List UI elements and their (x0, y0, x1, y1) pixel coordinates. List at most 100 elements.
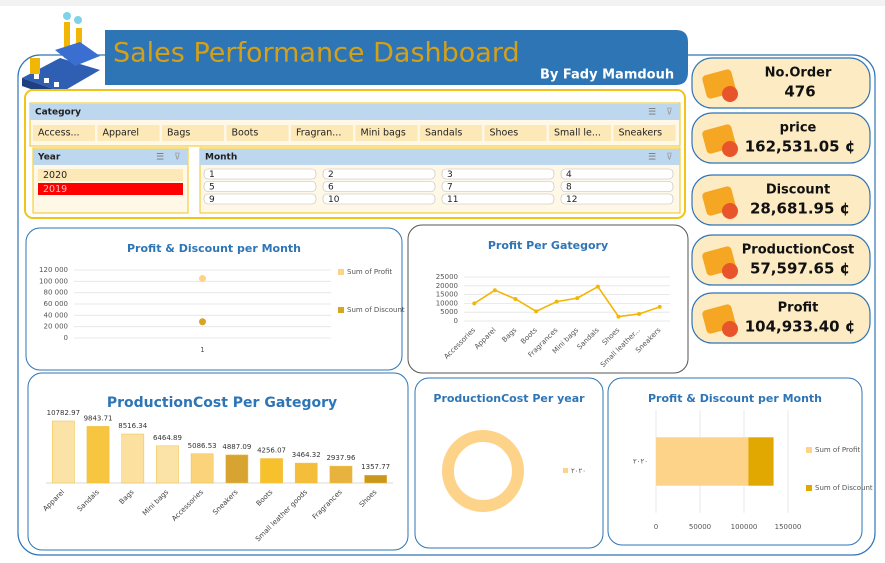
category-item-label[interactable]: Mini bags (361, 128, 406, 139)
bar (656, 437, 749, 486)
category-item-label[interactable]: Boots (232, 128, 259, 139)
category-item[interactable] (613, 125, 676, 141)
month-item-label[interactable]: 4 (566, 170, 572, 180)
y-tick-label: 0 (64, 334, 68, 342)
data-label: 1357.77 (361, 463, 390, 471)
data-label: 10782.97 (47, 409, 80, 417)
category-item-label[interactable]: Apparel (103, 128, 140, 139)
month-item-label[interactable]: 6 (328, 183, 334, 193)
category-item[interactable] (97, 125, 160, 141)
category-item[interactable] (226, 125, 289, 141)
legend-label: Sum of Profit (347, 268, 392, 276)
legend-swatch (806, 485, 812, 491)
month-item[interactable] (203, 181, 317, 192)
chart-title: Profit Per Gategory (488, 239, 608, 252)
clear-filter-icon[interactable]: ⊽ (666, 153, 673, 163)
chart-panel (407, 224, 689, 374)
chart-title: Profit & Discount per Month (127, 242, 301, 255)
multi-select-icon: ☰ (156, 153, 164, 163)
category-item-label[interactable]: Bags (167, 128, 190, 139)
category-item-label[interactable]: Shoes (490, 128, 519, 139)
slicer-title: Category (35, 108, 81, 118)
multi-select-icon: ☰ (648, 108, 656, 118)
month-item-label[interactable]: 12 (566, 195, 577, 205)
month-item[interactable] (560, 193, 674, 205)
kpi-value: 476 (784, 83, 815, 101)
y-tick-label: 15000 (436, 291, 458, 299)
category-item-label[interactable]: Access... (38, 128, 80, 139)
month-item[interactable] (322, 181, 436, 192)
month-item-label[interactable]: 9 (209, 195, 215, 205)
clear-filter-icon[interactable]: ⊽ (666, 108, 673, 118)
y-tick-label: 80 000 (44, 289, 69, 297)
month-item-label[interactable]: 3 (447, 170, 453, 180)
legend-swatch (563, 468, 568, 473)
month-item-label[interactable]: 10 (328, 195, 340, 205)
bar (156, 445, 179, 484)
kpi-icon (702, 304, 738, 337)
month-item[interactable] (441, 181, 555, 192)
month-item-label[interactable]: 5 (209, 183, 215, 193)
icon-dot (722, 263, 738, 279)
month-item[interactable] (322, 168, 436, 180)
x-tick-label: 0 (654, 523, 658, 531)
month-item[interactable] (441, 193, 555, 205)
y-tick-label: 20000 (436, 282, 458, 290)
year-item[interactable] (38, 183, 183, 195)
year-item-label[interactable]: 2020 (43, 170, 67, 181)
slicer-header (30, 104, 680, 120)
category-item-label[interactable]: Sneakers (619, 128, 663, 139)
category-item-label[interactable]: Small le... (554, 128, 601, 139)
category-item[interactable] (549, 125, 611, 141)
y-tick-label: 0 (454, 317, 458, 325)
month-item[interactable] (322, 193, 436, 205)
year-item-label[interactable]: 2019 (43, 184, 67, 195)
data-label: 8516.34 (118, 422, 147, 430)
marker (637, 311, 642, 316)
icon-dot (722, 203, 738, 219)
category-item[interactable] (420, 125, 482, 141)
category-item[interactable] (355, 125, 418, 141)
x-tick-label: 50000 (689, 523, 711, 531)
category-item-label[interactable]: Fragran... (296, 128, 341, 139)
data-label: 9843.71 (84, 414, 113, 422)
month-item-label[interactable]: 11 (447, 195, 458, 205)
month-item-label[interactable]: 8 (566, 183, 572, 193)
category-item[interactable] (484, 125, 547, 141)
legend-swatch (338, 307, 344, 313)
marker (575, 296, 580, 301)
month-item[interactable] (203, 168, 317, 180)
month-item[interactable] (203, 193, 317, 205)
category-item[interactable] (291, 125, 353, 141)
month-item[interactable] (560, 181, 674, 192)
category-item[interactable] (33, 125, 95, 141)
month-item[interactable] (441, 168, 555, 180)
icon-dot (722, 141, 738, 157)
year-item[interactable] (38, 169, 183, 181)
month-item-label[interactable]: 1 (209, 170, 215, 180)
clear-filter-icon[interactable]: ⊽ (174, 153, 181, 163)
month-item-label[interactable]: 7 (447, 183, 453, 193)
legend-label: Sum of Profit (815, 446, 860, 454)
category-item-label[interactable]: Sandals (425, 128, 462, 139)
y-tick-label: 40 000 (44, 311, 69, 319)
icon-dot (722, 86, 738, 102)
chart-title: ProductionCost Per year (433, 392, 585, 405)
marker (492, 288, 497, 293)
bar (190, 453, 214, 484)
kpi-icon (702, 186, 738, 219)
x-tick-label: 100000 (731, 523, 758, 531)
kpi-value: 104,933.40 ¢ (745, 318, 856, 336)
kpi-label: No.Order (765, 66, 832, 81)
bar (260, 458, 283, 484)
data-label: 5086.53 (188, 442, 217, 450)
category-item[interactable] (162, 125, 224, 141)
kpi-value: 28,681.95 ¢ (750, 200, 850, 218)
kpi-label: Discount (766, 183, 830, 198)
month-item[interactable] (560, 168, 674, 180)
chart-panel (27, 372, 409, 551)
slicer-title: Month (205, 153, 237, 163)
icon-dot (722, 321, 738, 337)
month-item-label[interactable]: 2 (328, 170, 334, 180)
